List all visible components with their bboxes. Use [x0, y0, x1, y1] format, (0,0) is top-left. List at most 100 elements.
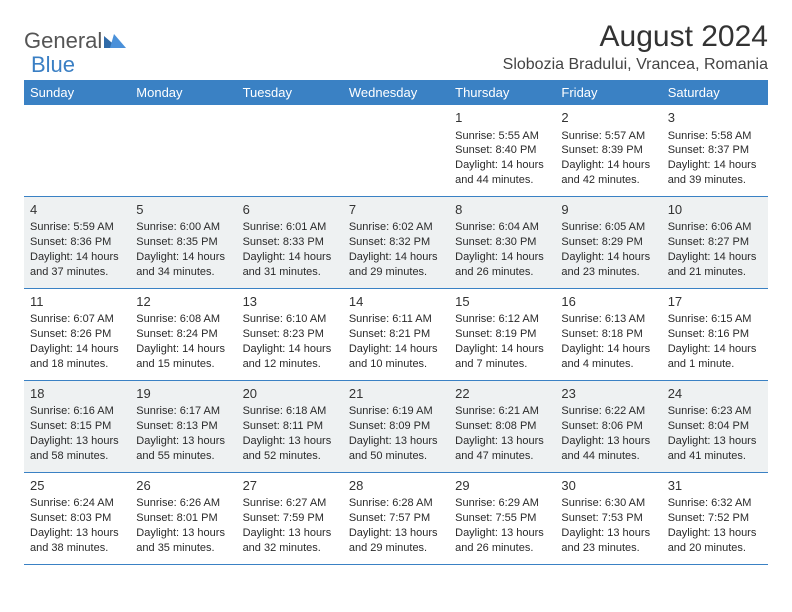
sunrise-line: Sunrise: 6:15 AM [668, 312, 762, 327]
col-thursday: Thursday [449, 81, 555, 105]
day-number: 26 [136, 477, 230, 495]
calendar-cell: 16Sunrise: 6:13 AMSunset: 8:18 PMDayligh… [555, 288, 661, 380]
calendar-cell [237, 105, 343, 197]
calendar-row: 1 Sunrise: 5:55 AMSunset: 8:40 PMDaylight… [24, 105, 768, 197]
sunset-line: Sunset: 8:03 PM [30, 511, 124, 526]
sunrise-line: Sunrise: 6:29 AM [455, 496, 549, 511]
daylight-line: Daylight: 13 hours and 20 minutes. [668, 526, 762, 556]
daylight-line: Daylight: 14 hours and 21 minutes. [668, 250, 762, 280]
sunset-line: Sunset: 8:23 PM [243, 327, 337, 342]
daylight-line: Daylight: 14 hours and 1 minute. [668, 342, 762, 372]
day-number: 17 [668, 293, 762, 311]
sunrise-line: Sunrise: 6:21 AM [455, 404, 549, 419]
calendar-cell: 31Sunrise: 6:32 AMSunset: 7:52 PMDayligh… [662, 472, 768, 564]
month-title: August 2024 [503, 20, 768, 54]
calendar-cell: 6Sunrise: 6:01 AMSunset: 8:33 PMDaylight… [237, 196, 343, 288]
daylight-line: Daylight: 14 hours and 12 minutes. [243, 342, 337, 372]
daylight-line: Daylight: 14 hours and 10 minutes. [349, 342, 443, 372]
day-number: 25 [30, 477, 124, 495]
sunset-line: Sunset: 8:06 PM [561, 419, 655, 434]
calendar-cell: 8Sunrise: 6:04 AMSunset: 8:30 PMDaylight… [449, 196, 555, 288]
calendar-cell: 2Sunrise: 5:57 AMSunset: 8:39 PMDaylight… [555, 105, 661, 197]
daylight-line: Daylight: 14 hours and 44 minutes. [455, 158, 549, 188]
day-number: 20 [243, 385, 337, 403]
calendar-cell: 9Sunrise: 6:05 AMSunset: 8:29 PMDaylight… [555, 196, 661, 288]
sunset-line: Sunset: 8:40 PM [455, 143, 549, 158]
sunrise-line: Sunrise: 5:57 AM [561, 129, 655, 144]
sunrise-line: Sunrise: 6:08 AM [136, 312, 230, 327]
daylight-line: Daylight: 14 hours and 34 minutes. [136, 250, 230, 280]
daylight-line: Daylight: 13 hours and 23 minutes. [561, 526, 655, 556]
sunset-line: Sunset: 8:19 PM [455, 327, 549, 342]
day-number: 14 [349, 293, 443, 311]
daylight-line: Daylight: 13 hours and 50 minutes. [349, 434, 443, 464]
day-number: 29 [455, 477, 549, 495]
day-number: 23 [561, 385, 655, 403]
calendar-cell: 24Sunrise: 6:23 AMSunset: 8:04 PMDayligh… [662, 380, 768, 472]
sunset-line: Sunset: 7:57 PM [349, 511, 443, 526]
sunrise-line: Sunrise: 5:59 AM [30, 220, 124, 235]
sunrise-line: Sunrise: 6:18 AM [243, 404, 337, 419]
title-block: August 2024 Slobozia Bradului, Vrancea, … [503, 20, 768, 74]
calendar-cell: 15Sunrise: 6:12 AMSunset: 8:19 PMDayligh… [449, 288, 555, 380]
sunset-line: Sunset: 7:55 PM [455, 511, 549, 526]
sunrise-line: Sunrise: 6:12 AM [455, 312, 549, 327]
day-number: 18 [30, 385, 124, 403]
sunset-line: Sunset: 8:33 PM [243, 235, 337, 250]
day-number: 1 [455, 109, 549, 127]
sunrise-line: Sunrise: 6:04 AM [455, 220, 549, 235]
col-sunday: Sunday [24, 81, 130, 105]
daylight-line: Daylight: 13 hours and 41 minutes. [668, 434, 762, 464]
sunset-line: Sunset: 8:16 PM [668, 327, 762, 342]
calendar-body: 1Sunrise: 5:55 AMSunset: 8:40 PMDaylight… [24, 105, 768, 565]
daylight-line: Daylight: 14 hours and 31 minutes. [243, 250, 337, 280]
calendar-cell: 30Sunrise: 6:30 AMSunset: 7:53 PMDayligh… [555, 472, 661, 564]
day-number: 27 [243, 477, 337, 495]
sunrise-line: Sunrise: 6:05 AM [561, 220, 655, 235]
daylight-line: Daylight: 13 hours and 47 minutes. [455, 434, 549, 464]
daylight-line: Daylight: 14 hours and 23 minutes. [561, 250, 655, 280]
sunset-line: Sunset: 8:15 PM [30, 419, 124, 434]
calendar-cell: 27Sunrise: 6:27 AMSunset: 7:59 PMDayligh… [237, 472, 343, 564]
calendar-cell: 20Sunrise: 6:18 AMSunset: 8:11 PMDayligh… [237, 380, 343, 472]
calendar-cell: 26Sunrise: 6:26 AMSunset: 8:01 PMDayligh… [130, 472, 236, 564]
calendar-cell: 7Sunrise: 6:02 AMSunset: 8:32 PMDaylight… [343, 196, 449, 288]
sunrise-line: Sunrise: 6:30 AM [561, 496, 655, 511]
daylight-line: Daylight: 13 hours and 55 minutes. [136, 434, 230, 464]
sunset-line: Sunset: 8:26 PM [30, 327, 124, 342]
calendar-cell: 19Sunrise: 6:17 AMSunset: 8:13 PMDayligh… [130, 380, 236, 472]
sunrise-line: Sunrise: 6:32 AM [668, 496, 762, 511]
calendar-row: 18Sunrise: 6:16 AMSunset: 8:15 PMDayligh… [24, 380, 768, 472]
sunrise-line: Sunrise: 6:11 AM [349, 312, 443, 327]
sunrise-line: Sunrise: 6:19 AM [349, 404, 443, 419]
sunset-line: Sunset: 8:35 PM [136, 235, 230, 250]
col-friday: Friday [555, 81, 661, 105]
day-number: 10 [668, 201, 762, 219]
calendar-header-row: Sunday Monday Tuesday Wednesday Thursday… [24, 81, 768, 105]
calendar-row: 11Sunrise: 6:07 AMSunset: 8:26 PMDayligh… [24, 288, 768, 380]
daylight-line: Daylight: 13 hours and 52 minutes. [243, 434, 337, 464]
calendar-cell: 22Sunrise: 6:21 AMSunset: 8:08 PMDayligh… [449, 380, 555, 472]
brand-part1: General [24, 28, 102, 54]
calendar-cell: 28Sunrise: 6:28 AMSunset: 7:57 PMDayligh… [343, 472, 449, 564]
sunset-line: Sunset: 8:30 PM [455, 235, 549, 250]
calendar-cell [24, 105, 130, 197]
calendar-cell: 29Sunrise: 6:29 AMSunset: 7:55 PMDayligh… [449, 472, 555, 564]
sunrise-line: Sunrise: 5:55 AM [455, 129, 549, 144]
sunrise-line: Sunrise: 6:06 AM [668, 220, 762, 235]
brand-triangle-icon [104, 28, 126, 54]
sunrise-line: Sunrise: 6:17 AM [136, 404, 230, 419]
brand-logo: General [24, 20, 126, 54]
day-number: 12 [136, 293, 230, 311]
sunrise-line: Sunrise: 6:07 AM [30, 312, 124, 327]
day-number: 6 [243, 201, 337, 219]
sunrise-line: Sunrise: 6:00 AM [136, 220, 230, 235]
calendar-cell: 1 Sunrise: 5:55 AMSunset: 8:40 PMDaylight… [449, 105, 555, 197]
day-number: 30 [561, 477, 655, 495]
calendar-cell: 21Sunrise: 6:19 AMSunset: 8:09 PMDayligh… [343, 380, 449, 472]
day-number: 22 [455, 385, 549, 403]
sunset-line: Sunset: 8:24 PM [136, 327, 230, 342]
sunrise-line: Sunrise: 6:23 AM [668, 404, 762, 419]
daylight-line: Daylight: 14 hours and 37 minutes. [30, 250, 124, 280]
day-number: 5 [136, 201, 230, 219]
